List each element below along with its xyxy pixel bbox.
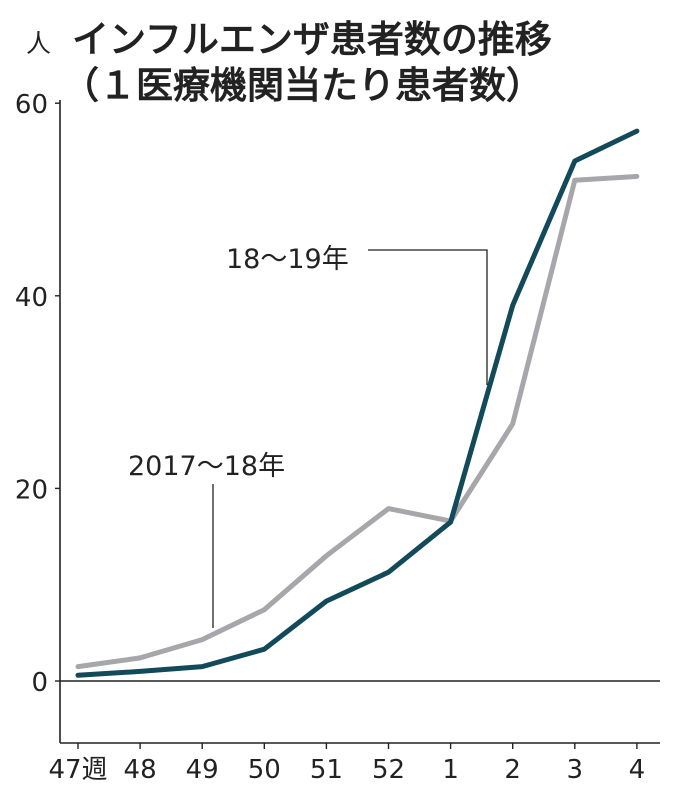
- x-tick-label: 49: [186, 755, 219, 785]
- series-annotations: 18～19年 2017～18年: [128, 244, 488, 628]
- axes: 0 20 40 60 47週 48 49 50 51 52 1 2 3 4: [15, 90, 660, 785]
- x-tick-label: 47週: [48, 755, 107, 785]
- series-line-0: [75, 128, 640, 678]
- x-tick-label: 1: [442, 755, 459, 785]
- annotation-label-18-19: 18～19年: [226, 244, 349, 275]
- x-tick-label: 48: [124, 755, 157, 785]
- y-axis-unit-label: 人: [26, 29, 51, 58]
- chart-title: インフルエンザ患者数の推移: [72, 18, 552, 61]
- chart-subtitle: （１医療機関当たり患者数）: [62, 64, 543, 107]
- x-tick-label: 2: [504, 755, 521, 785]
- series-lines: [75, 128, 640, 678]
- x-tick-label: 3: [567, 755, 584, 785]
- x-tick-label: 4: [629, 755, 646, 785]
- x-tick-label: 52: [372, 755, 405, 785]
- y-tick-label: 20: [15, 475, 48, 505]
- x-tick-label: 50: [248, 755, 281, 785]
- x-tick-label: 51: [310, 755, 343, 785]
- y-tick-label: 40: [15, 283, 48, 313]
- y-tick-label: 60: [15, 90, 48, 120]
- y-tick-label: 0: [31, 668, 48, 698]
- annotation-leader-18-19: [368, 249, 488, 385]
- series-line-1: [75, 173, 640, 670]
- annotation-label-2017-18: 2017～18年: [128, 451, 285, 482]
